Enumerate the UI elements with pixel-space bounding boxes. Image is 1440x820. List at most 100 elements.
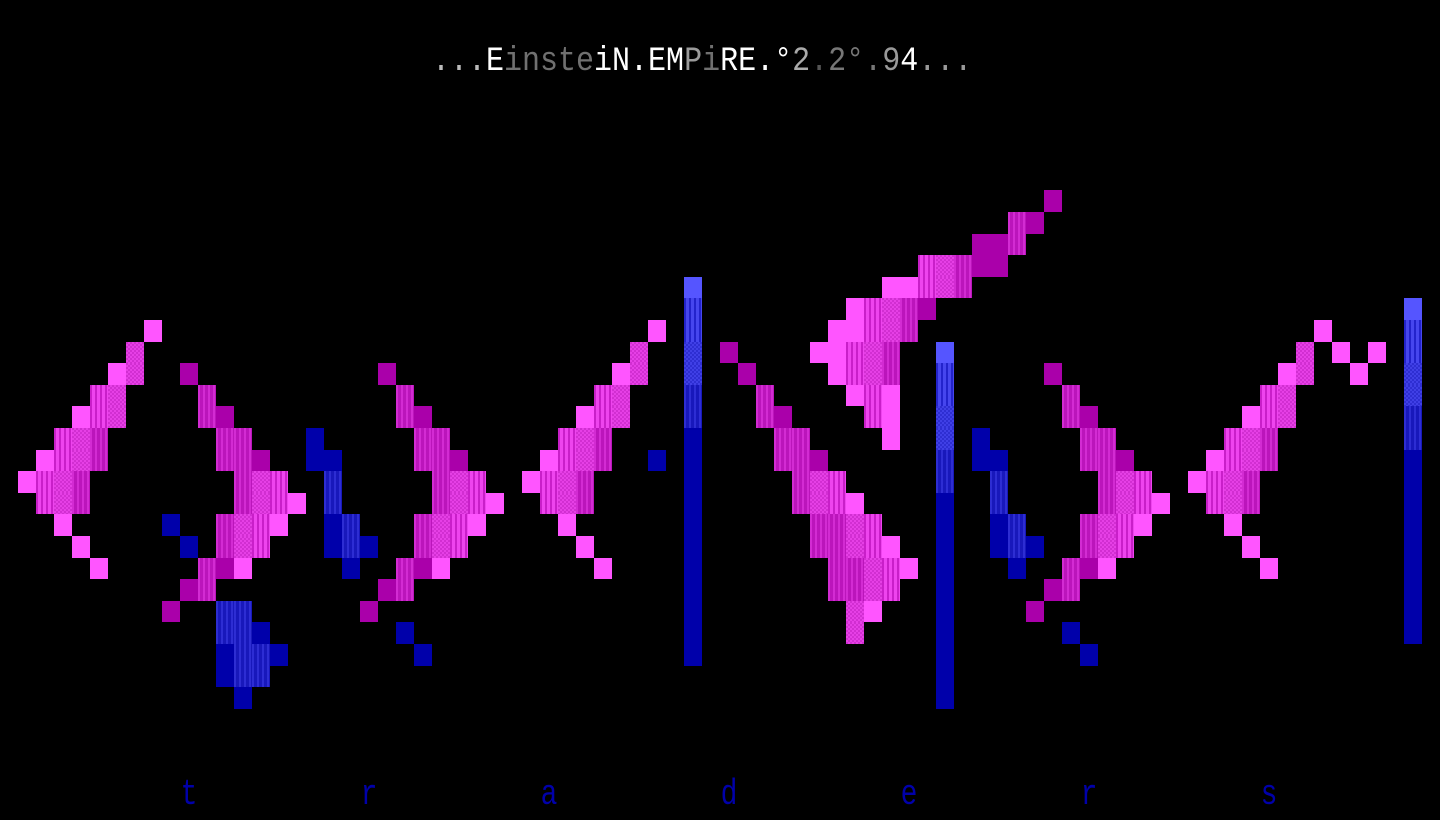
blue-art-block	[648, 450, 666, 471]
magenta-art-block	[36, 493, 54, 514]
magenta-art-block	[882, 385, 900, 406]
blue-art-block	[216, 622, 234, 644]
magenta-art-block	[576, 406, 594, 428]
magenta-art-block	[414, 406, 432, 428]
magenta-art-block	[1260, 406, 1278, 428]
magenta-art-block	[72, 536, 90, 558]
blue-art-block	[234, 601, 252, 622]
blue-art-block	[936, 428, 954, 450]
magenta-art-block	[594, 385, 612, 406]
magenta-art-block	[54, 493, 72, 514]
magenta-art-block	[864, 320, 882, 342]
blue-art-block	[936, 385, 954, 406]
magenta-art-block	[432, 471, 450, 493]
blue-art-block	[936, 579, 954, 601]
magenta-art-block	[1278, 363, 1296, 385]
blue-art-block	[684, 385, 702, 406]
magenta-art-block	[144, 320, 162, 342]
blue-art-block	[972, 450, 990, 471]
magenta-art-block	[378, 363, 396, 385]
magenta-art-block	[216, 406, 234, 428]
magenta-art-block	[72, 471, 90, 493]
blue-art-block	[396, 622, 414, 644]
blue-art-block	[306, 450, 324, 471]
magenta-art-block	[1080, 406, 1098, 428]
blue-art-block	[684, 277, 702, 298]
magenta-art-block	[1242, 536, 1260, 558]
magenta-art-block	[90, 558, 108, 579]
magenta-art-block	[1062, 558, 1080, 579]
blue-art-block	[936, 601, 954, 622]
blue-art-block	[342, 514, 360, 536]
magenta-art-block	[828, 514, 846, 536]
tagline-letter: r	[1080, 775, 1098, 816]
title-segment: 4	[900, 42, 919, 82]
blue-art-block	[684, 514, 702, 536]
blue-art-block	[360, 536, 378, 558]
magenta-art-block	[1242, 406, 1260, 428]
magenta-art-block	[1188, 471, 1206, 493]
magenta-art-block	[432, 493, 450, 514]
magenta-art-block	[828, 558, 846, 579]
magenta-art-block	[792, 428, 810, 450]
blue-art-block	[936, 450, 954, 471]
blue-art-block	[234, 622, 252, 644]
title-segment: .	[864, 42, 883, 82]
blue-art-block	[684, 450, 702, 471]
magenta-art-block	[414, 536, 432, 558]
magenta-art-block	[828, 363, 846, 385]
magenta-art-block	[450, 514, 468, 536]
magenta-art-block	[846, 320, 864, 342]
magenta-art-block	[720, 342, 738, 363]
magenta-art-block	[846, 514, 864, 536]
blue-art-block	[234, 666, 252, 687]
title-segment: iN.EM	[594, 42, 685, 82]
magenta-art-block	[594, 450, 612, 471]
magenta-art-block	[180, 363, 198, 385]
magenta-art-block	[1260, 450, 1278, 471]
magenta-art-block	[1080, 450, 1098, 471]
blue-art-block	[252, 622, 270, 644]
magenta-art-block	[450, 450, 468, 471]
title-segment: inste	[504, 42, 595, 82]
magenta-art-block	[540, 450, 558, 471]
magenta-art-block	[522, 471, 540, 493]
magenta-art-block	[1224, 428, 1242, 450]
magenta-art-block	[1242, 450, 1260, 471]
magenta-art-block	[882, 363, 900, 385]
blue-art-block	[684, 601, 702, 622]
title-segment: P	[684, 42, 703, 82]
title-segment: ...	[432, 42, 487, 82]
title-segment: ...	[918, 42, 973, 82]
magenta-art-block	[1062, 406, 1080, 428]
magenta-art-block	[486, 493, 504, 514]
blue-art-block	[936, 666, 954, 687]
magenta-art-block	[198, 406, 216, 428]
blue-art-block	[990, 514, 1008, 536]
magenta-art-block	[108, 363, 126, 385]
blue-art-block	[1404, 363, 1422, 385]
magenta-art-block	[864, 342, 882, 363]
magenta-art-block	[864, 558, 882, 579]
blue-art-block	[1404, 320, 1422, 342]
magenta-art-block	[270, 493, 288, 514]
magenta-art-block	[1098, 514, 1116, 536]
magenta-art-block	[18, 471, 36, 493]
blue-art-block	[1404, 536, 1422, 558]
magenta-art-block	[864, 579, 882, 601]
magenta-art-block	[774, 450, 792, 471]
magenta-art-block	[396, 406, 414, 428]
magenta-art-block	[90, 406, 108, 428]
magenta-art-block	[846, 363, 864, 385]
magenta-art-block	[180, 579, 198, 601]
blue-art-block	[936, 558, 954, 579]
magenta-art-block	[882, 579, 900, 601]
blue-art-block	[990, 536, 1008, 558]
magenta-art-block	[900, 320, 918, 342]
blue-art-block	[684, 320, 702, 342]
magenta-art-block	[1008, 234, 1026, 255]
title-segment: 9	[882, 42, 901, 82]
magenta-art-block	[54, 428, 72, 450]
magenta-art-block	[882, 428, 900, 450]
blue-art-block	[684, 363, 702, 385]
